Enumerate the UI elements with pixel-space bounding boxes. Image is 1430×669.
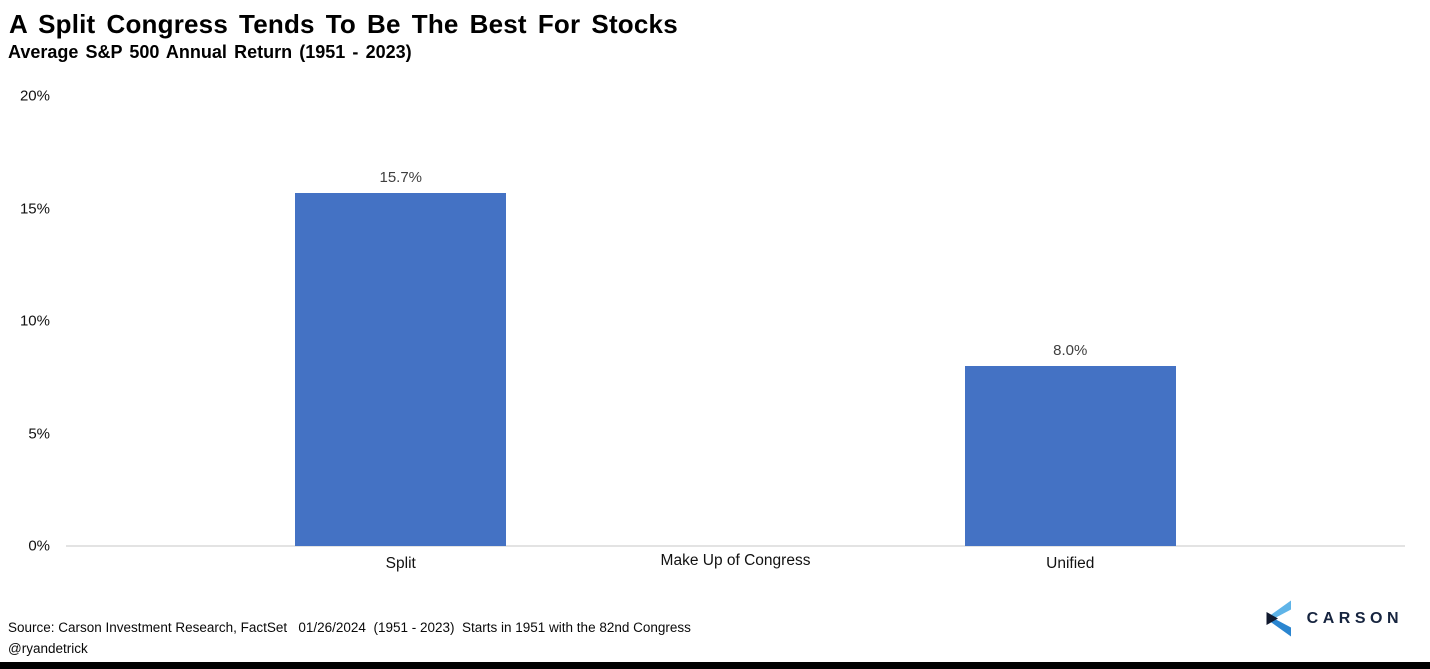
category-label-split: Split [385, 555, 416, 572]
carson-wordmark: CARSON [1306, 609, 1403, 627]
y-tick-label: 20% [19, 87, 50, 105]
bar-value-label: 15.7% [379, 168, 423, 186]
y-tick-label: 15% [19, 200, 50, 217]
y-tick-label: 0% [28, 537, 50, 555]
bar-value-label: 8.0% [1053, 342, 1088, 359]
y-tick-label: 5% [28, 425, 50, 442]
bar-split [295, 192, 507, 546]
bar-unified [964, 366, 1176, 546]
carson-logo: CARSON [1265, 599, 1403, 638]
x-axis-line [66, 545, 1405, 547]
category-label-unified: Unified [1046, 555, 1095, 572]
chart-subtitle: Average S&P 500 Annual Return (1951 - 20… [8, 42, 412, 62]
x-axis-title: Make Up of Congress [660, 552, 811, 569]
source-text: Source: Carson Investment Research, Fact… [8, 620, 691, 635]
y-tick-label: 10% [19, 312, 50, 330]
carson-chevron-icon [1266, 600, 1291, 637]
plot-area: Make Up of Congress 0% 5% 10% 15% 20% 15.7% Sp… [20, 88, 1405, 572]
chart-title: A Split Congress Tends To Be The Best Fo… [9, 9, 678, 39]
author-handle: @ryandetrick [8, 641, 88, 656]
bottom-black-bar [0, 662, 1430, 669]
